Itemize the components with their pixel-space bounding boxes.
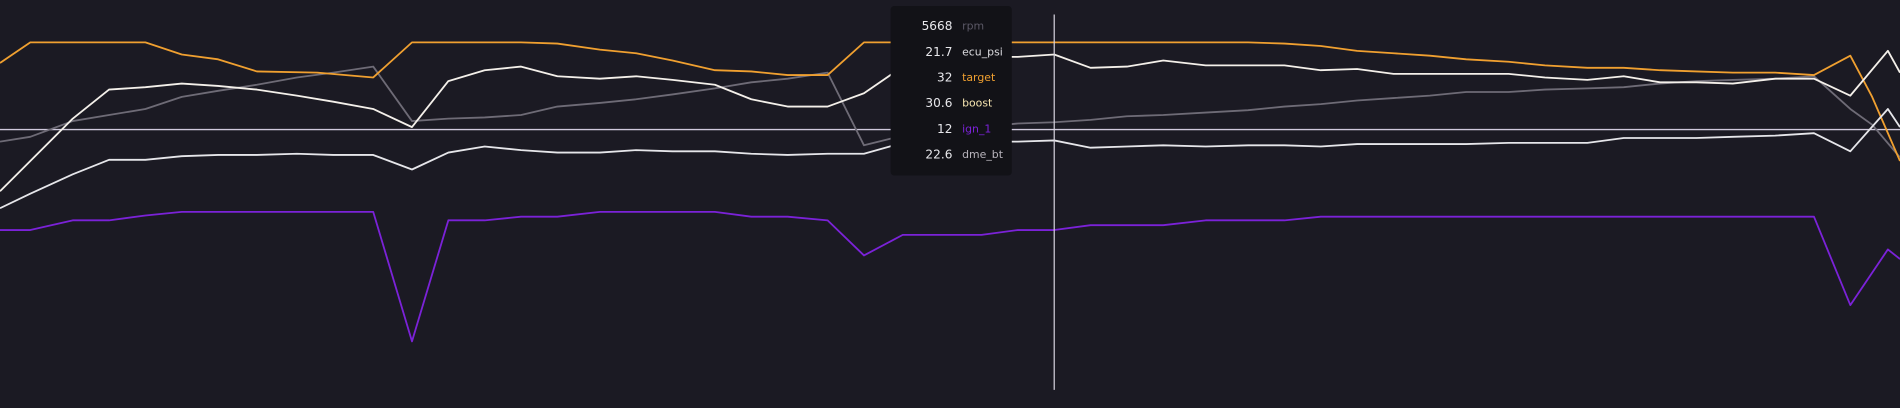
tooltip-label: boost: [962, 97, 993, 110]
tooltip-value: 22.6: [925, 147, 952, 161]
tooltip-value: 12: [937, 122, 952, 136]
tooltip-value: 21.7: [925, 45, 952, 59]
ign-line: [0, 210, 1900, 343]
tooltip-value: 5668: [922, 19, 953, 33]
tooltip-box: [890, 6, 1012, 176]
tooltip-value: 30.6: [925, 96, 952, 110]
target-line: [0, 41, 1900, 162]
tooltip-label: dme_bt: [962, 148, 1004, 161]
tooltip-value: 32: [937, 70, 952, 84]
tooltip-label: target: [962, 71, 996, 84]
tooltip-label: rpm: [962, 20, 984, 33]
tooltip: 5668 rpm 21.7 ecu_psi 32 target 30.6 boost 12 ign…: [890, 6, 1012, 176]
tooltip-label: ign_1: [962, 122, 991, 135]
tooltip-label: ecu_psi: [962, 45, 1003, 58]
